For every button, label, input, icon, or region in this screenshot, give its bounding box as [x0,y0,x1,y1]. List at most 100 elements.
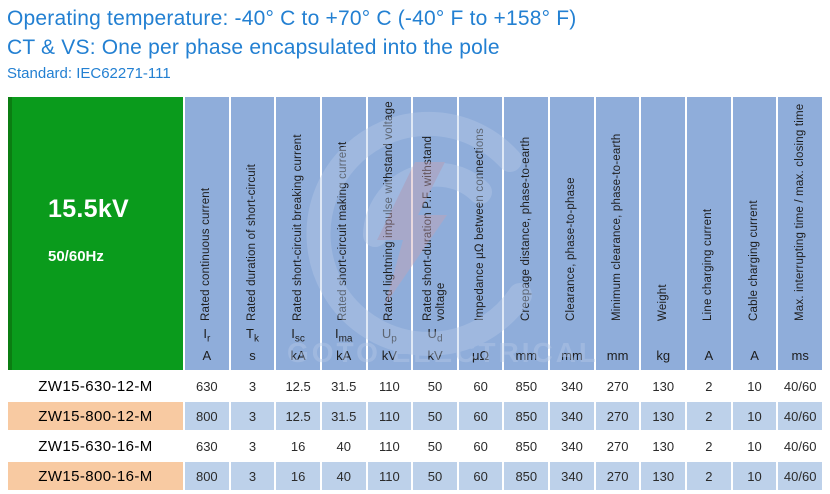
cell-value: 110 [367,462,412,490]
cell-value: 340 [550,402,594,430]
column-symbol [733,326,777,348]
cell-value: 40/60 [778,432,822,460]
operating-temperature-title: Operating temperature: -40° C to +70° C … [7,7,577,30]
cell-value: 40 [321,462,366,490]
cell-value: 50 [413,432,457,460]
cell-value: 270 [595,432,640,460]
cell-value: 3 [230,372,275,400]
cell-value: 630 [185,432,229,460]
rated-frequency: 50/60Hz [48,248,104,265]
column-symbol: Ud [427,326,443,345]
cell-value: 130 [641,372,686,400]
cell-value: 60 [458,402,503,430]
cell-value: 130 [641,432,686,460]
column-unit: kg [656,348,671,363]
column-unit: A [704,348,714,363]
column-label: Rated short-circuit making current [337,141,350,321]
cell-value: 630 [185,372,229,400]
column-label: Rated duration of short-circuit [245,163,258,321]
column-header-impedance: Impedance μΩ between connections μΩ [458,97,503,370]
column-label: Rated short-duration P.F. withstand volt… [422,135,448,321]
cell-value: 10 [732,462,777,490]
column-symbol: Ir [203,326,211,345]
cell-value: 3 [230,402,275,430]
cell-value: 12.5 [276,402,320,430]
column-label: Impedance μΩ between connections [474,128,487,321]
column-header-lightning-impulse: Rated lightning impulse withstand voltag… [367,97,412,370]
cell-value: 3 [230,462,275,490]
model-name: ZW15-800-16-M [8,462,183,490]
column-label: Max. interrupting time / max. closing ti… [793,103,806,321]
cell-value: 2 [687,462,731,490]
column-symbol: Up [381,326,397,345]
column-symbol [550,326,594,348]
cell-value: 50 [413,402,457,430]
cell-value: 10 [732,372,777,400]
cell-value: 10 [732,432,777,460]
cell-value: 130 [641,402,686,430]
cell-value: 50 [413,372,457,400]
cell-value: 110 [367,432,412,460]
specification-table: 15.5kV 50/60Hz Rated continuous current … [8,97,822,490]
cell-value: 850 [504,372,549,400]
cell-value: 800 [185,462,229,490]
column-unit: μΩ [472,348,490,363]
model-name: ZW15-800-12-M [8,402,183,430]
cell-value: 3 [230,432,275,460]
cell-value: 800 [185,402,229,430]
column-symbol [504,326,548,348]
cell-value: 2 [687,372,731,400]
column-label: Weight [656,284,669,321]
column-symbol: Isc [291,326,305,345]
cell-value: 31.5 [321,402,366,430]
column-header-interrupting-time: Max. interrupting time / max. closing ti… [778,97,822,370]
cell-value: 270 [595,402,640,430]
cell-value: 270 [595,462,640,490]
column-header-short-circuit-duration: Rated duration of short-circuit Tk s [230,97,275,370]
column-label: Line charging current [702,208,715,321]
cell-value: 110 [367,372,412,400]
column-symbol [778,326,822,348]
cell-value: 340 [550,432,594,460]
column-header-rated-continuous-current: Rated continuous current Ir A [185,97,229,370]
cell-value: 16 [276,432,320,460]
column-unit: mm [606,348,629,363]
column-unit: A [202,348,212,363]
cell-value: 40 [321,432,366,460]
cell-value: 2 [687,402,731,430]
cell-value: 10 [732,402,777,430]
column-header-line-charging-current: Line charging current A [687,97,731,370]
column-header-breaking-current: Rated short-circuit breaking current Isc… [276,97,320,370]
column-unit: kV [427,348,443,363]
column-unit: mm [515,348,538,363]
column-header-creepage-distance: Creepage distance, phase-to-earth mm [504,97,549,370]
cell-value: 50 [413,462,457,490]
cell-value: 40/60 [778,402,822,430]
standard-title: Standard: IEC62271-111 [7,65,171,82]
cell-value: 60 [458,372,503,400]
column-symbol: Tk [245,326,259,345]
column-unit: kA [290,348,306,363]
cell-value: 340 [550,462,594,490]
cell-value: 31.5 [321,372,366,400]
cell-value: 340 [550,372,594,400]
column-symbol [687,326,731,348]
column-header-making-current: Rated short-circuit making current Ima k… [321,97,366,370]
column-label: Minimum clearance, phase-to-earth [611,133,624,321]
cell-value: 60 [458,432,503,460]
cell-value: 2 [687,432,731,460]
rated-voltage: 15.5kV [48,195,130,223]
cell-value: 850 [504,462,549,490]
cell-value: 130 [641,462,686,490]
column-symbol [641,326,685,348]
cell-value: 12.5 [276,372,320,400]
model-name: ZW15-630-12-M [8,372,183,400]
cell-value: 850 [504,402,549,430]
cell-value: 110 [367,402,412,430]
column-header-pf-withstand: Rated short-duration P.F. withstand volt… [413,97,457,370]
column-header-minimum-clearance: Minimum clearance, phase-to-earth mm [595,97,640,370]
column-label: Clearance, phase-to-phase [565,177,578,321]
cell-value: 60 [458,462,503,490]
column-label: Rated continuous current [200,187,213,321]
